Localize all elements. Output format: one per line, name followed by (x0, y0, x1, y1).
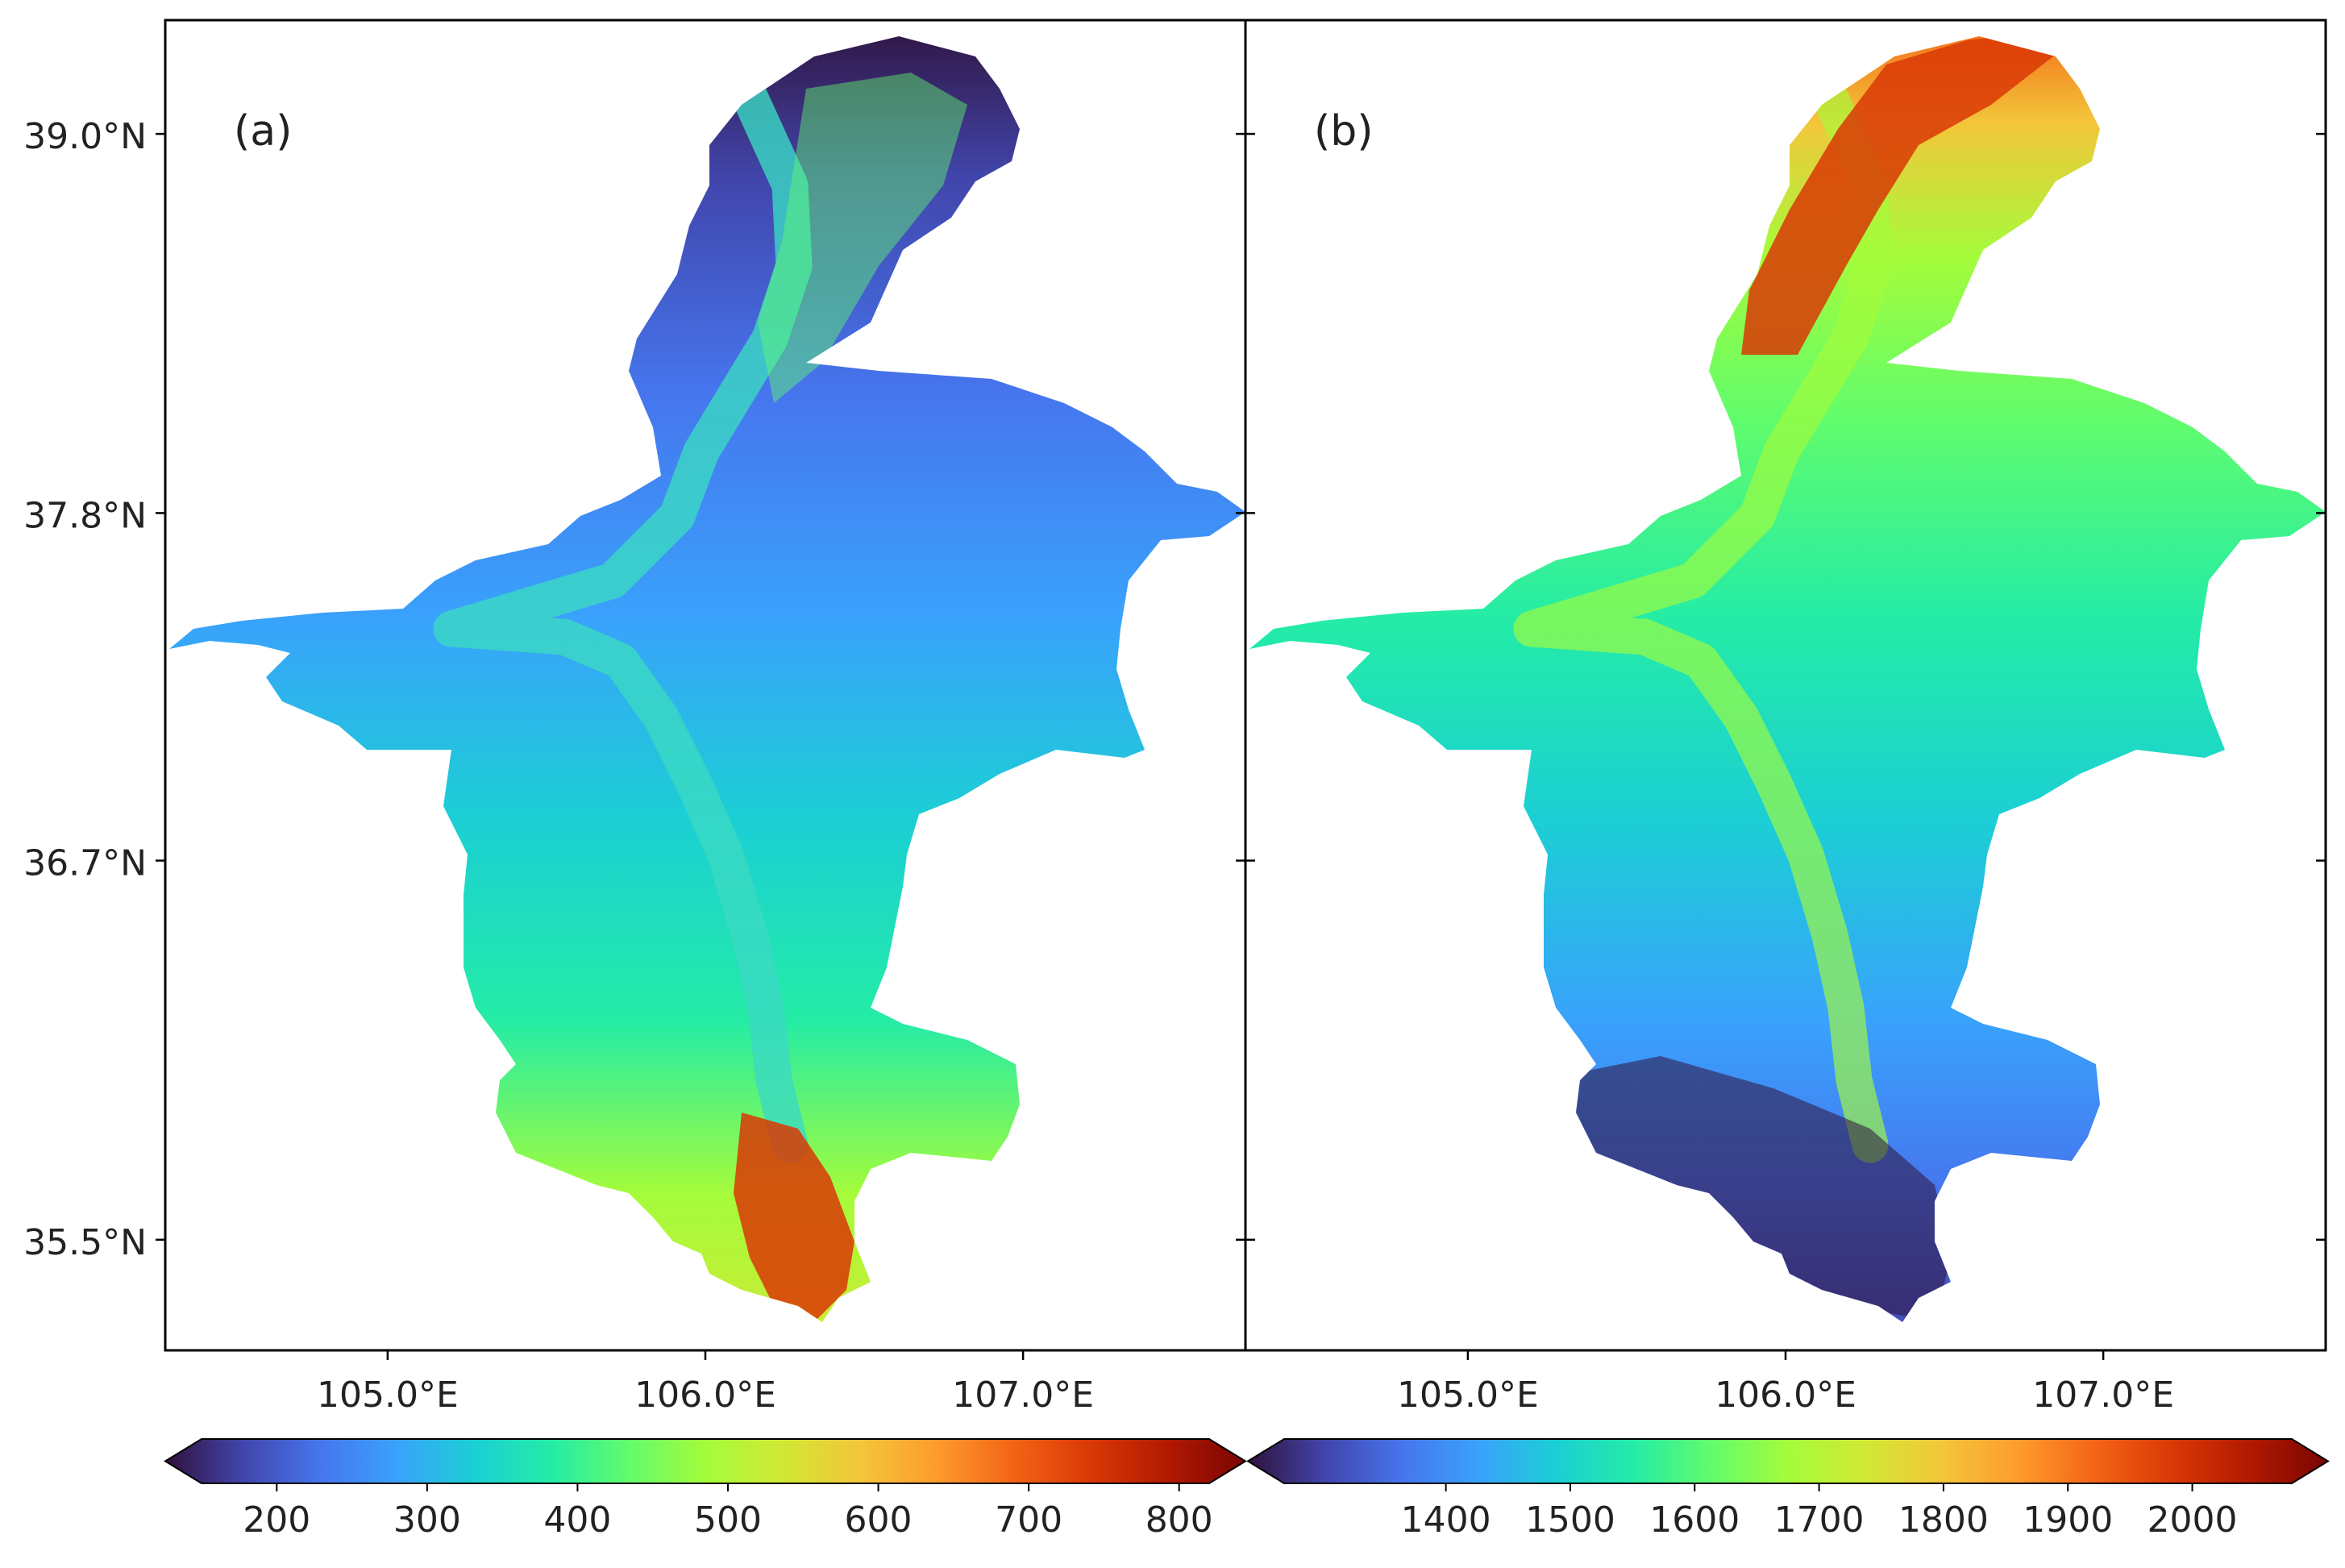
colorbar-tick-label: 2000 (2148, 1499, 2238, 1541)
colorbar-tick-label: 1700 (1774, 1499, 1865, 1541)
colorbar-tick-label: 700 (995, 1499, 1062, 1541)
longitude-axis: 105.0°E 105.0°E 106.0°E 106.0°E 107.0°E 107.0… (317, 1350, 2174, 1416)
lon-tick-label: 105.0°E (317, 1375, 459, 1416)
south-low-region-b (1572, 1056, 1951, 1322)
river-valley-b (1513, 78, 1893, 1163)
colorbar-tick-label: 600 (845, 1499, 913, 1541)
lat-tick-label: 37.8°N (23, 495, 147, 536)
panel-b: (b) (1244, 19, 2327, 1352)
south-high-region-a (734, 1113, 854, 1322)
panel-a: (a) (164, 19, 1247, 1352)
colorbar-tick-label: 800 (1145, 1499, 1213, 1541)
lon-tick-label: 106.0°E (1715, 1375, 1856, 1416)
panel-label-a: (a) (234, 107, 292, 156)
lat-tick-label: 39.0°N (23, 116, 147, 157)
colorbar-tick-label: 400 (543, 1499, 611, 1541)
north-high-region-b (1741, 36, 2064, 355)
colorbar-tick-label: 1900 (2023, 1499, 2113, 1541)
colorbar-tick-label: 200 (243, 1499, 310, 1541)
colorbar-a-bar (164, 1438, 1247, 1484)
lon-tick-label: 107.0°E (2032, 1375, 2174, 1416)
colorbar-tick-label: 1600 (1649, 1499, 1740, 1541)
colorbar-b-bar (1246, 1438, 2330, 1484)
colorbar-a: 200 300 400 500 600 700 800 (164, 1438, 1247, 1541)
north-high-region-a (758, 73, 967, 403)
panel-label-b: (b) (1314, 107, 1374, 156)
colorbar-tick-label: 1500 (1525, 1499, 1615, 1541)
colorbar-tick-label: 500 (694, 1499, 762, 1541)
latitude-axis: 39.0°N 37.8°N 36.7°N 35.5°N (23, 116, 2326, 1263)
river-valley-a (433, 78, 813, 1163)
colorbar-tick-label: 1800 (1898, 1499, 1989, 1541)
colorbar-b: 1400 1500 1600 1700 1800 1900 2000 (1246, 1438, 2330, 1541)
lat-tick-label: 35.5°N (23, 1222, 147, 1263)
lat-tick-label: 36.7°N (23, 843, 147, 884)
colorbar-tick-label: 300 (393, 1499, 461, 1541)
map-region-a (169, 36, 1245, 1322)
colorbar-tick-label: 1400 (1401, 1499, 1491, 1541)
lon-tick-label: 106.0°E (634, 1375, 776, 1416)
lon-tick-label: 107.0°E (952, 1375, 1094, 1416)
lon-tick-label: 105.0°E (1397, 1375, 1539, 1416)
